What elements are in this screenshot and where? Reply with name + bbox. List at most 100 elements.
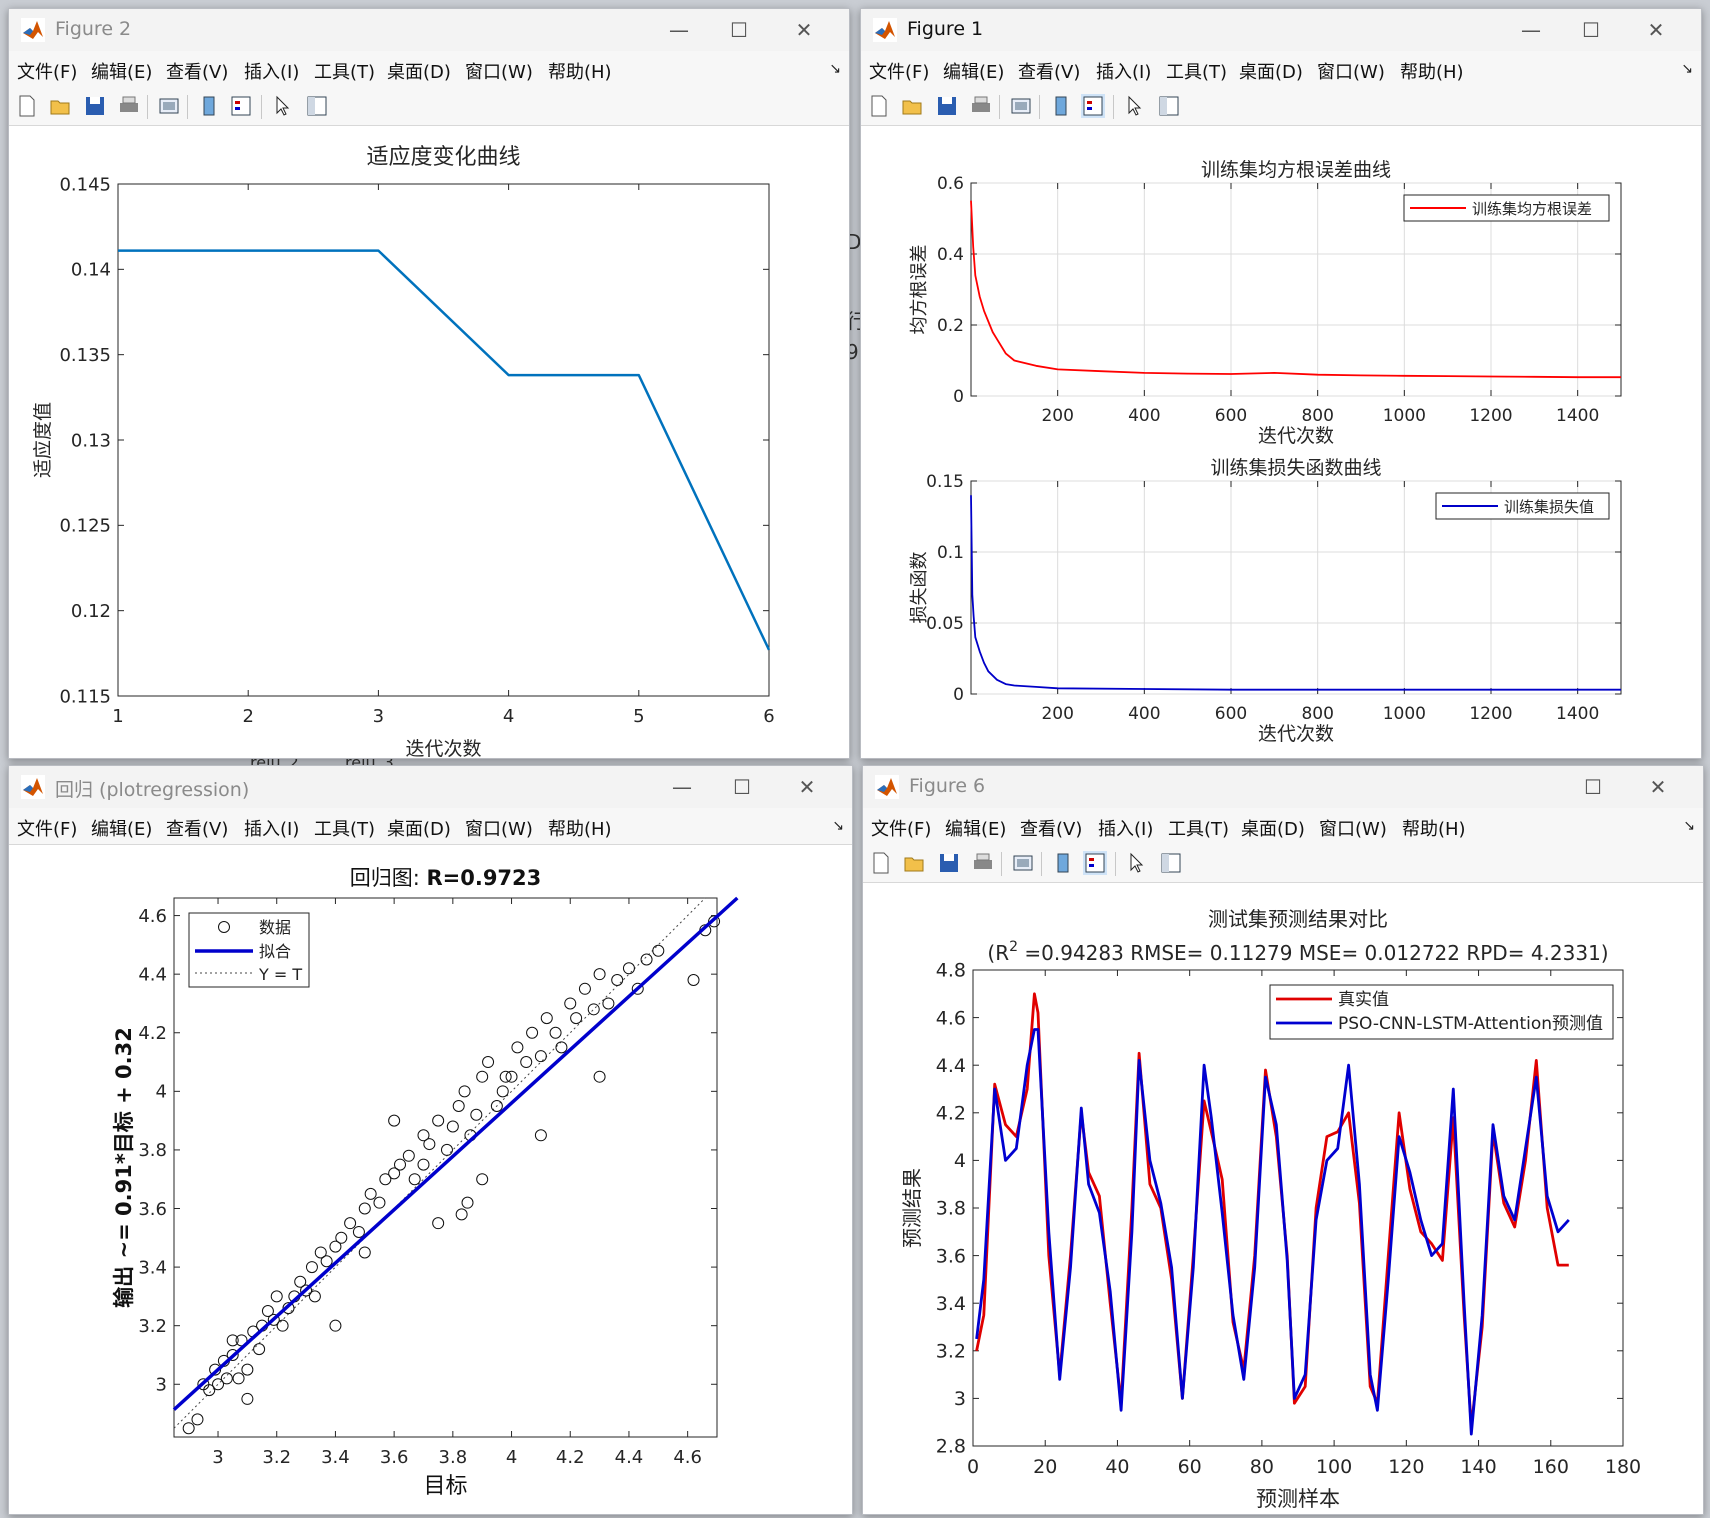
menu-window[interactable]: 窗口(W) — [465, 819, 533, 840]
legend-icon[interactable] — [229, 94, 253, 118]
data-point — [549, 1026, 562, 1039]
close-button[interactable]: ✕ — [798, 775, 816, 799]
window-title: Figure 2 — [55, 18, 132, 40]
menu-insert[interactable]: 插入(I) — [244, 62, 300, 83]
save-icon[interactable] — [937, 851, 961, 875]
training-curves-chart: 200 400 600 800 1000 1200 1400 0 0.2 0.4 0.6 训练集均方根… — [909, 159, 1622, 745]
save-icon[interactable] — [83, 94, 107, 118]
new-figure-icon[interactable] — [869, 851, 893, 875]
data-point — [458, 1085, 471, 1098]
menu-help[interactable]: 帮助(H) — [1400, 62, 1464, 83]
data-point — [329, 1319, 342, 1332]
y-tick-label: 4 — [954, 1150, 966, 1172]
pointer-icon[interactable] — [1123, 94, 1147, 118]
title-bar[interactable]: Figure 2 — ☐ ✕ — [9, 9, 849, 51]
property-editor-icon[interactable] — [1157, 94, 1181, 118]
y-tick-label: 3 — [954, 1388, 966, 1410]
menu-tools[interactable]: 工具(T) — [1168, 819, 1230, 840]
menu-window[interactable]: 窗口(W) — [1319, 819, 1387, 840]
menu-insert[interactable]: 插入(I) — [1098, 819, 1154, 840]
link-plot-icon[interactable] — [1011, 851, 1035, 875]
menu-file[interactable]: 文件(F) — [871, 819, 932, 840]
pointer-icon[interactable] — [1125, 851, 1149, 875]
y-tick-label: 3.6 — [936, 1245, 966, 1267]
open-file-icon[interactable] — [901, 94, 925, 118]
close-button[interactable]: ✕ — [1647, 18, 1665, 42]
menu-window[interactable]: 窗口(W) — [465, 62, 533, 83]
minimize-button[interactable]: — — [669, 18, 689, 42]
x-tick-label: 400 — [1128, 406, 1160, 426]
property-editor-icon[interactable] — [1159, 851, 1183, 875]
save-icon[interactable] — [935, 94, 959, 118]
close-button[interactable]: ✕ — [1649, 775, 1667, 799]
legend-icon[interactable] — [1081, 94, 1105, 118]
minimize-button[interactable]: — — [1521, 18, 1541, 42]
print-icon[interactable] — [971, 851, 995, 875]
menu-desktop[interactable]: 桌面(D) — [1239, 62, 1303, 83]
maximize-button[interactable]: ☐ — [1584, 775, 1602, 799]
link-plot-icon[interactable] — [157, 94, 181, 118]
legend-icon[interactable] — [1083, 851, 1107, 875]
print-icon[interactable] — [969, 94, 993, 118]
y-tick-label: 3.8 — [138, 1140, 167, 1161]
regression-window[interactable]: 回归 (plotregression) — ☐ ✕ 文件(F) 编辑(E) 查看… — [8, 765, 853, 1515]
menu-view[interactable]: 查看(V) — [166, 62, 229, 83]
dock-arrow-icon[interactable]: ↘ — [1683, 818, 1695, 834]
menu-tools[interactable]: 工具(T) — [314, 62, 376, 83]
menu-insert[interactable]: 插入(I) — [244, 819, 300, 840]
colorbar-icon[interactable] — [1049, 94, 1073, 118]
close-button[interactable]: ✕ — [795, 18, 813, 42]
figure-1-window[interactable]: Figure 1 — ☐ ✕ 文件(F) 编辑(E) 查看(V) 插入(I) 工… — [860, 8, 1702, 759]
menu-edit[interactable]: 编辑(E) — [91, 62, 153, 83]
y-tick-label: 4.6 — [138, 906, 167, 927]
fit-line — [172, 896, 739, 1411]
open-file-icon[interactable] — [49, 94, 73, 118]
minimize-button[interactable]: — — [672, 775, 692, 799]
menu-help[interactable]: 帮助(H) — [1402, 819, 1466, 840]
title-bar[interactable]: Figure 1 — ☐ ✕ — [861, 9, 1701, 51]
x-tick-label: 800 — [1301, 704, 1333, 724]
maximize-button[interactable]: ☐ — [1582, 18, 1600, 42]
property-editor-icon[interactable] — [305, 94, 329, 118]
menu-edit[interactable]: 编辑(E) — [945, 819, 1007, 840]
maximize-button[interactable]: ☐ — [730, 18, 748, 42]
new-figure-icon[interactable] — [867, 94, 891, 118]
y-tick-label: 3.4 — [936, 1293, 966, 1315]
print-icon[interactable] — [117, 94, 141, 118]
menu-window[interactable]: 窗口(W) — [1317, 62, 1385, 83]
dock-arrow-icon[interactable]: ↘ — [829, 61, 841, 77]
menu-file[interactable]: 文件(F) — [17, 62, 78, 83]
colorbar-icon[interactable] — [197, 94, 221, 118]
link-plot-icon[interactable] — [1009, 94, 1033, 118]
menu-tools[interactable]: 工具(T) — [314, 819, 376, 840]
menu-help[interactable]: 帮助(H) — [548, 62, 612, 83]
menu-desktop[interactable]: 桌面(D) — [387, 62, 451, 83]
pointer-icon[interactable] — [271, 94, 295, 118]
menu-help[interactable]: 帮助(H) — [548, 819, 612, 840]
menu-view[interactable]: 查看(V) — [166, 819, 229, 840]
menu-edit[interactable]: 编辑(E) — [943, 62, 1005, 83]
menu-view[interactable]: 查看(V) — [1018, 62, 1081, 83]
figure-2-window[interactable]: Figure 2 — ☐ ✕ 文件(F) 编辑(E) 查看(V) 插入(I) 工… — [8, 8, 850, 759]
menu-insert[interactable]: 插入(I) — [1096, 62, 1152, 83]
dock-arrow-icon[interactable]: ↘ — [1681, 61, 1693, 77]
new-figure-icon[interactable] — [15, 94, 39, 118]
title-bar[interactable]: Figure 6 ☐ ✕ — [863, 766, 1703, 808]
maximize-button[interactable]: ☐ — [733, 775, 751, 799]
dock-arrow-icon[interactable]: ↘ — [832, 818, 844, 834]
open-file-icon[interactable] — [903, 851, 927, 875]
menu-edit[interactable]: 编辑(E) — [91, 819, 153, 840]
x-tick-label: 1 — [112, 706, 123, 727]
toolbar-separator — [1113, 95, 1114, 119]
figure-6-window[interactable]: Figure 6 ☐ ✕ 文件(F) 编辑(E) 查看(V) 插入(I) 工具(… — [862, 765, 1704, 1515]
data-point — [241, 1363, 254, 1376]
menu-file[interactable]: 文件(F) — [869, 62, 930, 83]
menu-desktop[interactable]: 桌面(D) — [1241, 819, 1305, 840]
menu-tools[interactable]: 工具(T) — [1166, 62, 1228, 83]
colorbar-icon[interactable] — [1051, 851, 1075, 875]
y-axis-label: 输出 ~= 0.91*目标 + 0.32 — [112, 1027, 136, 1308]
title-bar[interactable]: 回归 (plotregression) — ☐ ✕ — [9, 766, 852, 808]
menu-view[interactable]: 查看(V) — [1020, 819, 1083, 840]
menu-file[interactable]: 文件(F) — [17, 819, 78, 840]
menu-desktop[interactable]: 桌面(D) — [387, 819, 451, 840]
